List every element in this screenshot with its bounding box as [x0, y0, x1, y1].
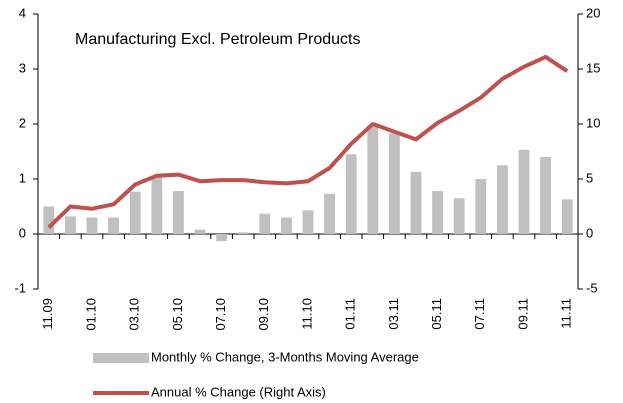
- bar: [216, 234, 227, 242]
- x-tick-label: 01.10: [83, 298, 98, 331]
- x-tick-label: 05.11: [429, 298, 444, 330]
- bar: [475, 179, 487, 234]
- bar: [324, 193, 335, 234]
- bar: [237, 232, 249, 234]
- bar: [259, 213, 271, 234]
- x-tick-label: 07.11: [472, 298, 487, 330]
- bar: [432, 191, 443, 234]
- bar: [540, 157, 551, 234]
- x-tick-label: 11.09: [40, 298, 55, 330]
- bar: [173, 191, 184, 234]
- legend-label: Annual % Change (Right Axis): [151, 384, 326, 399]
- x-tick-label: 09.11: [515, 298, 530, 330]
- y-tick-label: 0: [19, 225, 26, 240]
- bar: [108, 217, 119, 234]
- chart-title: Manufacturing Excl. Petroleum Products: [75, 31, 360, 48]
- bar: [302, 210, 314, 234]
- y2-tick-label: 15: [586, 60, 600, 75]
- x-tick-label: 07.10: [213, 298, 228, 331]
- bar: [194, 229, 206, 234]
- bar: [389, 133, 400, 234]
- y-tick-label: 4: [19, 5, 26, 20]
- bar: [129, 191, 141, 234]
- bar: [453, 198, 465, 234]
- x-tick-label: 03.10: [127, 298, 142, 331]
- x-tick-label: 05.10: [170, 298, 185, 331]
- bar: [86, 217, 98, 234]
- y-tick-label: 2: [19, 115, 26, 130]
- line: [47, 54, 569, 229]
- bar: [410, 171, 422, 234]
- y2-tick-label: -5: [586, 280, 598, 295]
- x-tick-label: 09.10: [256, 298, 271, 331]
- y2-tick-label: 10: [586, 115, 600, 130]
- y-tick-label: 3: [19, 60, 26, 75]
- y2-tick-label: 20: [586, 5, 600, 20]
- legend-label: Monthly % Change, 3-Months Moving Averag…: [151, 349, 419, 364]
- y-tick-label: 1: [19, 170, 26, 185]
- x-tick-label: 01.11: [343, 298, 358, 330]
- bar: [497, 165, 508, 234]
- bar: [561, 199, 573, 234]
- x-tick-label: 11.10: [299, 298, 314, 330]
- x-tick-label: 03.11: [386, 298, 401, 330]
- legend-swatch: [93, 353, 149, 363]
- bar: [281, 217, 292, 234]
- bar: [518, 149, 530, 234]
- bar: [65, 216, 76, 234]
- y-tick-label: -1: [14, 280, 26, 295]
- y2-tick-label: 0: [586, 225, 593, 240]
- x-tick-label: 11.11: [559, 298, 574, 329]
- bar: [43, 206, 55, 234]
- bar: [367, 126, 379, 234]
- bar: [151, 177, 163, 234]
- bar: [345, 154, 357, 234]
- y2-tick-label: 5: [586, 170, 593, 185]
